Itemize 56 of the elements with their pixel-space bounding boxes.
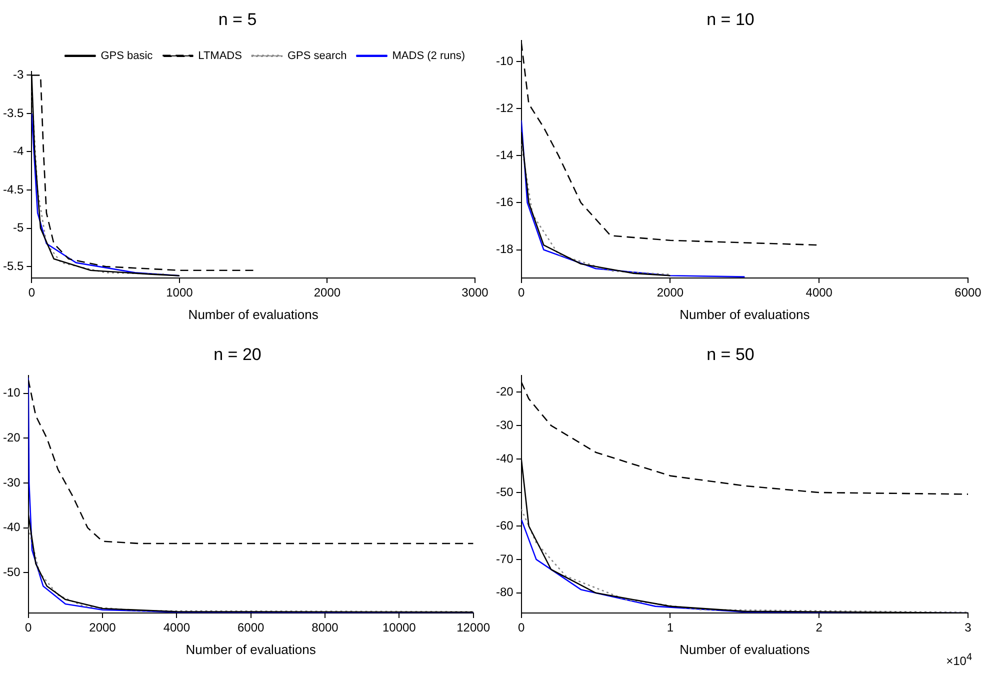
y-tick-label: -12 [496, 100, 514, 115]
x-tick-label: 0 [25, 620, 32, 635]
y-tick-label: -30 [3, 475, 21, 490]
y-tick-label: -5 [13, 220, 24, 235]
x-tick-label: 2000 [656, 286, 684, 300]
x-axis-title: Number of evaluations [680, 306, 810, 322]
chart-title: n = 10 [706, 10, 754, 29]
y-tick-label: -4 [13, 144, 24, 158]
x-tick-label: 3000 [462, 286, 489, 300]
x-axis-title: Number of evaluations [680, 642, 810, 657]
chart-title: n = 50 [706, 344, 754, 364]
y-tick-label: -18 [496, 242, 514, 256]
y-tick-label: -60 [496, 518, 514, 532]
x-tick-label: 2 [816, 620, 823, 635]
x-tick-label: 8000 [312, 620, 339, 635]
x-tick-label: 3 [964, 620, 972, 635]
y-tick-label: -3.5 [2, 106, 24, 120]
x-tick-label: 0 [518, 286, 525, 300]
y-tick-label: -40 [496, 451, 514, 466]
y-tick-label: -20 [496, 384, 514, 398]
x-tick-label: 12000 [456, 620, 490, 635]
x-tick-label: 2000 [314, 286, 341, 300]
y-tick-label: -30 [496, 418, 514, 432]
y-tick-label: -10 [496, 54, 514, 68]
x-tick-label: 4000 [806, 286, 833, 300]
y-tick-label: -70 [496, 552, 514, 566]
x-axis-title: Number of evaluations [188, 306, 319, 322]
x-tick-label: 1000 [166, 286, 194, 300]
y-tick-label: -80 [496, 585, 514, 600]
y-tick-label: -50 [496, 484, 514, 499]
legend-label: GPS basic [100, 50, 154, 62]
x-axis-title: Number of evaluations [186, 642, 316, 657]
chart-title: n = 20 [214, 344, 262, 364]
legend-label: MADS (2 runs) [392, 50, 466, 62]
line-series [28, 379, 474, 544]
y-tick-label: -40 [3, 520, 21, 534]
y-tick-label: -5.5 [2, 258, 24, 273]
x-tick-label: 6000 [954, 286, 982, 300]
x-tick-label: 0 [518, 620, 525, 635]
text: ×10$^{4}$ [946, 652, 972, 668]
y-tick-label: -10 [3, 386, 21, 400]
y-tick-label: -50 [3, 564, 21, 579]
y-tick-label: -4.5 [2, 182, 24, 196]
x-tick-label: 4000 [163, 620, 190, 635]
chart-title: n = 5 [218, 10, 257, 29]
x-tick-label: 1 [666, 620, 674, 635]
x-tick-label: 0 [28, 286, 36, 300]
y-tick-label: -3 [13, 68, 24, 82]
y-tick-label: -20 [3, 430, 21, 444]
legend-label: LTMADS [198, 50, 242, 62]
x-tick-label: 6000 [237, 620, 264, 635]
y-tick-label: -16 [496, 195, 514, 210]
x-tick-label: 2000 [89, 620, 116, 635]
legend-label: GPS search [287, 50, 347, 62]
x-tick-label: 10000 [382, 620, 416, 635]
y-tick-label: -14 [496, 148, 514, 162]
